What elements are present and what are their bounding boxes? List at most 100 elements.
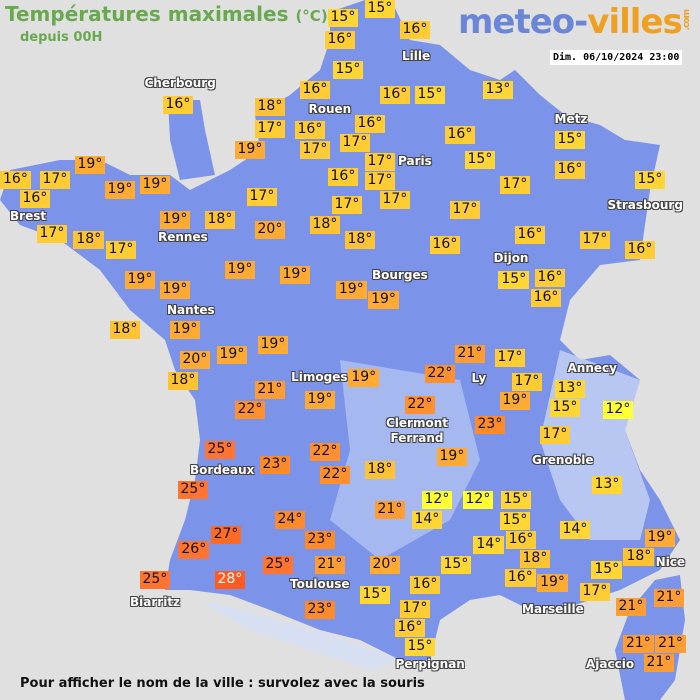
temperature-label[interactable]: 19°: [224, 261, 256, 279]
temperature-label[interactable]: 15°: [364, 0, 396, 18]
temperature-label[interactable]: 17°: [331, 196, 363, 214]
temperature-label[interactable]: 19°: [159, 210, 191, 229]
temperature-label[interactable]: 17°: [299, 141, 331, 159]
temperature-label[interactable]: 18°: [167, 372, 199, 390]
temperature-label[interactable]: 21°: [314, 556, 346, 574]
temperature-label[interactable]: 16°: [409, 576, 441, 594]
temperature-label[interactable]: 16°: [19, 190, 51, 208]
temperature-label[interactable]: 21°: [454, 345, 486, 364]
temperature-label[interactable]: 16°: [429, 236, 461, 254]
temperature-label[interactable]: 15°: [498, 271, 530, 289]
temperature-label[interactable]: 15°: [327, 9, 359, 27]
temperature-label[interactable]: 27°: [210, 526, 242, 544]
temperature-label[interactable]: 16°: [324, 31, 356, 49]
temperature-label[interactable]: 16°: [534, 269, 566, 288]
temperature-label[interactable]: 22°: [404, 396, 436, 414]
temperature-label[interactable]: 20°: [254, 221, 286, 239]
temperature-label[interactable]: 14°: [559, 521, 591, 539]
temperature-label[interactable]: 16°: [554, 161, 586, 179]
temperature-label[interactable]: 19°: [257, 336, 289, 354]
temperature-label[interactable]: 19°: [159, 281, 191, 299]
temperature-label[interactable]: 24°: [274, 511, 306, 529]
temperature-label[interactable]: 22°: [424, 364, 456, 383]
temperature-label[interactable]: 19°: [104, 181, 136, 199]
temperature-label[interactable]: 17°: [499, 176, 531, 194]
temperature-label[interactable]: 18°: [204, 210, 236, 229]
temperature-label[interactable]: 15°: [464, 151, 496, 169]
temperature-label[interactable]: 15°: [332, 61, 364, 79]
temperature-label[interactable]: 19°: [74, 156, 106, 174]
temperature-label[interactable]: 22°: [234, 401, 266, 419]
temperature-label[interactable]: 14°: [473, 536, 505, 554]
temperature-label[interactable]: 16°: [624, 241, 656, 259]
temperature-label[interactable]: 17°: [511, 372, 543, 391]
temperature-label[interactable]: 19°: [139, 176, 171, 194]
temperature-label[interactable]: 17°: [399, 599, 431, 618]
temperature-label[interactable]: 12°: [421, 491, 453, 509]
temperature-label[interactable]: 15°: [440, 556, 472, 574]
temperature-label[interactable]: 16°: [294, 121, 326, 139]
temperature-label[interactable]: 21°: [622, 634, 654, 653]
temperature-label[interactable]: 21°: [655, 634, 686, 653]
temperature-label[interactable]: 16°: [394, 618, 426, 637]
temperature-label[interactable]: 20°: [179, 351, 211, 369]
temperature-label[interactable]: 16°: [299, 81, 331, 99]
temperature-label[interactable]: 23°: [304, 601, 336, 619]
temperature-label[interactable]: 19°: [124, 271, 156, 289]
temperature-label[interactable]: 16°: [444, 126, 476, 144]
temperature-label[interactable]: 18°: [623, 548, 655, 567]
temperature-label[interactable]: 17°: [254, 120, 286, 138]
temperature-label[interactable]: 16°: [514, 226, 546, 244]
temperature-label[interactable]: 16°: [327, 168, 359, 186]
temperature-label[interactable]: 18°: [254, 98, 286, 116]
temperature-label[interactable]: 15°: [414, 86, 446, 104]
temperature-label[interactable]: 16°: [0, 171, 31, 189]
temperature-label[interactable]: 16°: [505, 531, 537, 550]
temperature-label[interactable]: 19°: [234, 141, 266, 159]
temperature-label[interactable]: 26°: [178, 541, 210, 559]
temperature-label[interactable]: 16°: [354, 114, 386, 133]
temperature-label[interactable]: 15°: [359, 586, 391, 604]
temperature-label[interactable]: 14°: [411, 511, 443, 529]
temperature-label[interactable]: 19°: [304, 391, 336, 409]
temperature-label[interactable]: 18°: [519, 550, 551, 569]
temperature-label[interactable]: 21°: [643, 654, 675, 672]
temperature-label[interactable]: 15°: [404, 637, 436, 656]
temperature-label[interactable]: 23°: [259, 456, 291, 474]
temperature-label[interactable]: 12°: [462, 491, 494, 509]
temperature-label[interactable]: 21°: [374, 501, 406, 519]
temperature-label[interactable]: 17°: [494, 349, 526, 367]
temperature-label[interactable]: 19°: [644, 528, 676, 547]
temperature-label[interactable]: 16°: [504, 569, 536, 588]
temperature-label[interactable]: 18°: [364, 461, 396, 479]
temperature-label[interactable]: 19°: [335, 281, 367, 299]
meteo-villes-logo[interactable]: meteo-villes .com: [458, 2, 692, 42]
temperature-label[interactable]: 19°: [436, 447, 468, 466]
temperature-label[interactable]: 19°: [537, 574, 568, 592]
temperature-label[interactable]: 21°: [615, 598, 647, 616]
temperature-label[interactable]: 17°: [579, 583, 611, 602]
temperature-label[interactable]: 17°: [539, 426, 571, 444]
temperature-label[interactable]: 17°: [364, 152, 396, 171]
temperature-label[interactable]: 19°: [499, 392, 531, 411]
temperature-label[interactable]: 12°: [602, 401, 634, 419]
temperature-label[interactable]: 19°: [368, 291, 399, 309]
temperature-label[interactable]: 13°: [554, 379, 586, 398]
temperature-label[interactable]: 15°: [591, 561, 623, 579]
temperature-label[interactable]: 13°: [591, 476, 623, 494]
temperature-label[interactable]: 16°: [530, 288, 562, 307]
temperature-label[interactable]: 19°: [216, 346, 248, 364]
temperature-label[interactable]: 22°: [319, 466, 351, 484]
temperature-label[interactable]: 18°: [73, 231, 105, 249]
temperature-label[interactable]: 16°: [162, 96, 194, 114]
temperature-label[interactable]: 17°: [246, 188, 278, 206]
temperature-label[interactable]: 25°: [139, 571, 171, 589]
temperature-label[interactable]: 17°: [364, 171, 396, 190]
temperature-label[interactable]: 17°: [36, 225, 68, 244]
temperature-label[interactable]: 23°: [304, 531, 336, 549]
temperature-label[interactable]: 13°: [482, 81, 514, 99]
temperature-label[interactable]: 15°: [499, 511, 531, 530]
temperature-label[interactable]: 18°: [109, 321, 141, 339]
temperature-label[interactable]: 25°: [262, 556, 294, 574]
temperature-label[interactable]: 15°: [554, 131, 586, 149]
